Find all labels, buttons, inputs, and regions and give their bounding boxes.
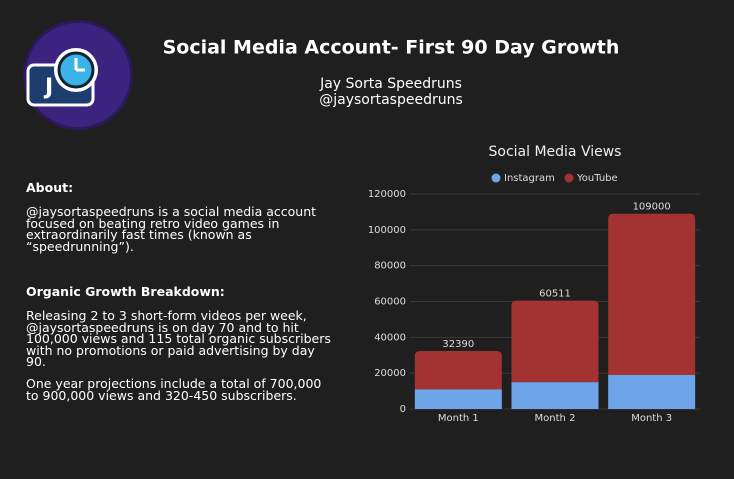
y-tick-label: 80000 (374, 261, 406, 272)
bar-segment (608, 213, 696, 375)
legend-swatch (564, 173, 574, 183)
x-tick-label: Month 1 (438, 413, 479, 424)
y-tick-label: 100000 (368, 225, 406, 236)
title: Social Media Account- First 90 Day Growt… (163, 37, 620, 59)
svg-text:J: J (43, 75, 53, 100)
legend-swatch (491, 173, 501, 183)
y-tick-label: 20000 (374, 368, 406, 379)
logo: J (23, 20, 133, 130)
y-tick-label: 0 (400, 404, 406, 415)
about-text: @jaysortaspeedruns is a social media acc… (26, 204, 317, 254)
total-label: 60511 (539, 289, 571, 300)
total-label: 109000 (633, 202, 671, 213)
subtitle: Jay Sorta Speedruns (319, 76, 462, 92)
growth-text: Releasing 2 to 3 short-form videos per w… (26, 308, 331, 369)
legend-label: YouTube (576, 173, 618, 184)
bar-segment (414, 389, 502, 409)
y-tick-label: 60000 (374, 297, 406, 308)
handle: @jaysortaspeedruns (319, 92, 463, 108)
bar-segment (414, 350, 502, 390)
x-tick-label: Month 3 (631, 413, 672, 424)
bar-segment (608, 374, 696, 409)
y-tick-label: 40000 (374, 332, 406, 343)
about-heading: About: (26, 180, 74, 195)
bar-segment (511, 382, 599, 409)
chart-title: Social Media Views (489, 144, 622, 160)
total-label: 32390 (442, 339, 474, 350)
bar-segment (511, 300, 599, 383)
legend-label: Instagram (504, 173, 555, 184)
x-tick-label: Month 2 (535, 413, 576, 424)
growth-heading: Organic Growth Breakdown: (26, 284, 225, 299)
projection-text: One year projections include a total of … (26, 376, 322, 403)
y-tick-label: 120000 (368, 189, 406, 200)
